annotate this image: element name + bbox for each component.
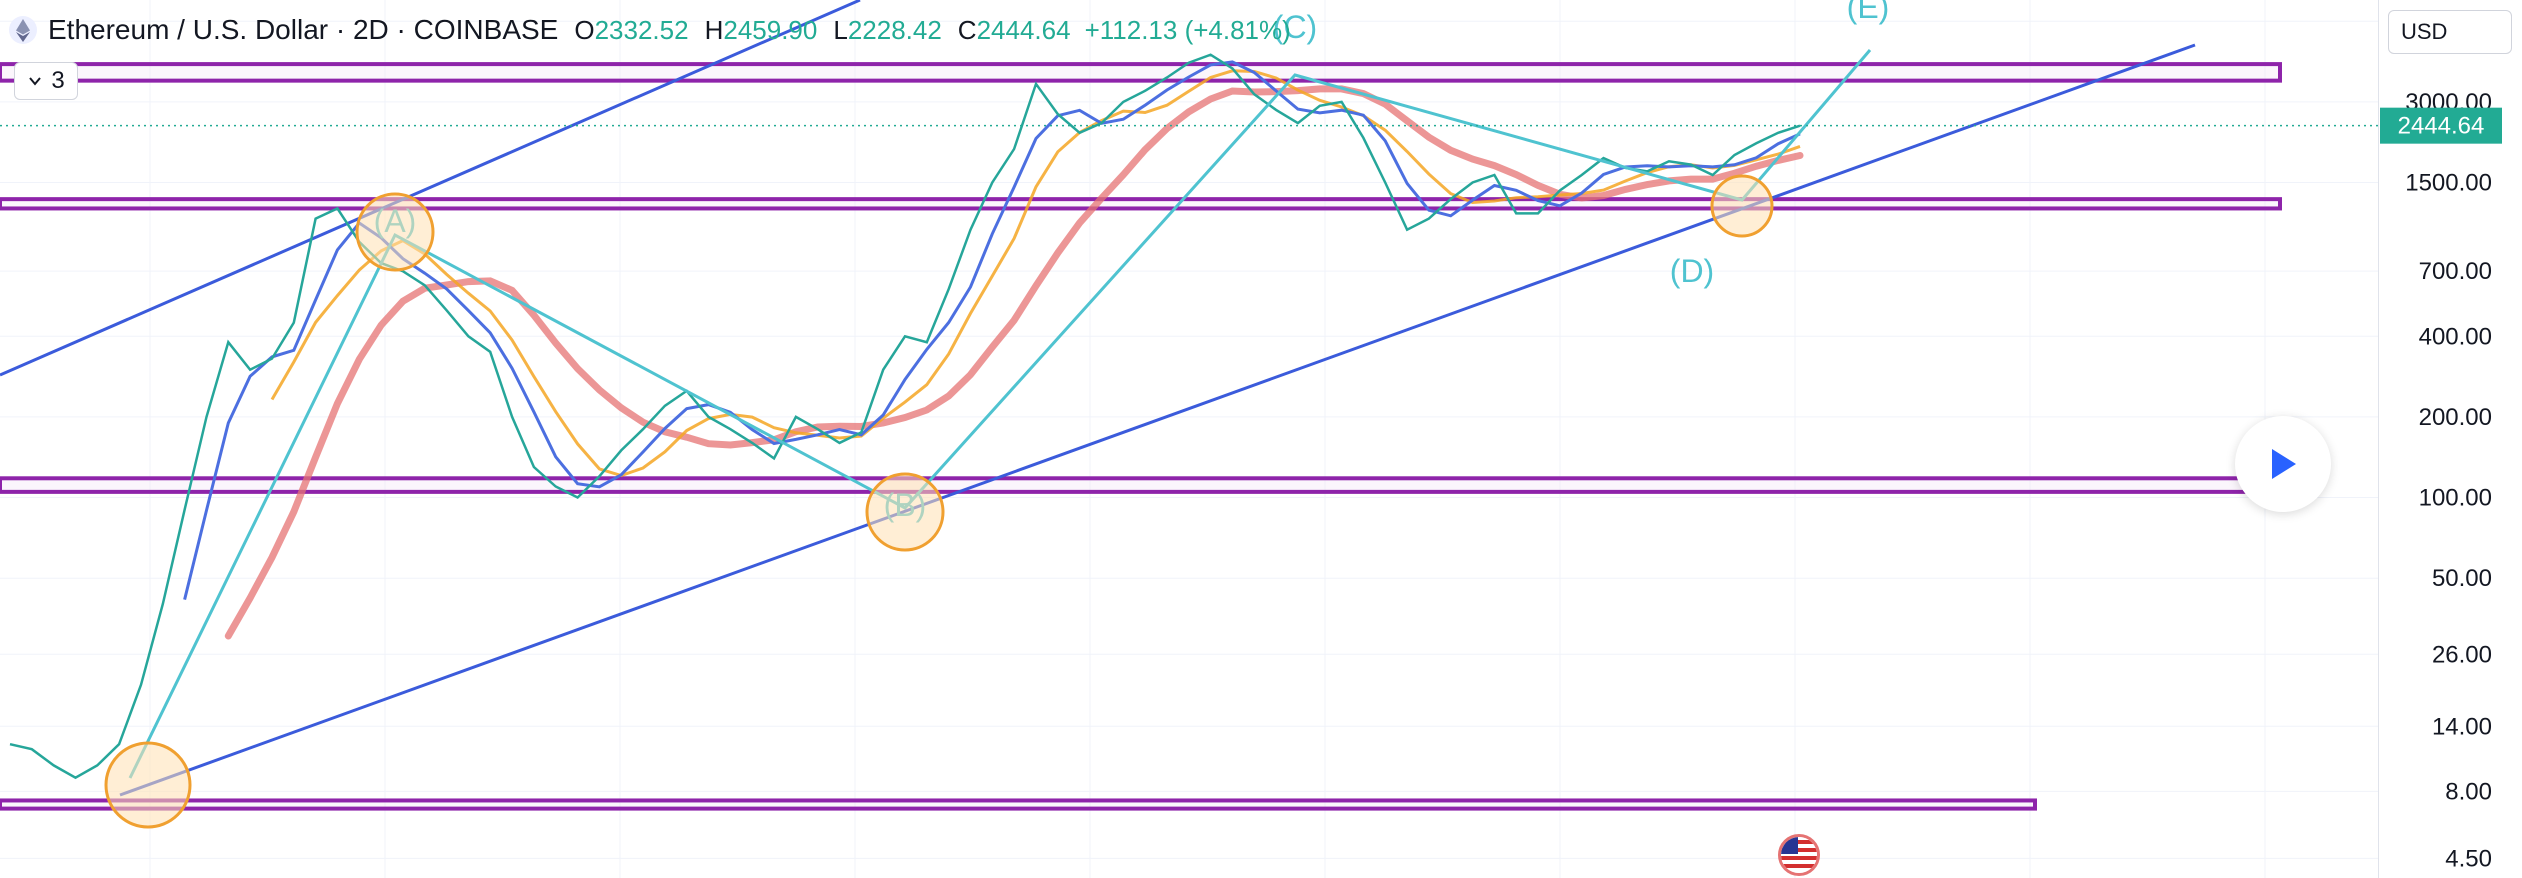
pivot-markers: [104, 174, 1774, 829]
price-axis-tick-label: 1500.00: [2405, 169, 2492, 196]
support-zone: [0, 197, 2282, 211]
moving-averages: [183, 60, 1804, 640]
replay-play-button[interactable]: [2235, 416, 2331, 512]
price-axis-tick-label: 14.00: [2432, 713, 2492, 740]
pivot-circle-marker: [355, 192, 435, 272]
elliott-wave-lines: (A)(B)(C)(D)(E): [128, 0, 1890, 779]
last-price-badge: [2380, 107, 2502, 144]
chart-grid: [0, 0, 2378, 878]
price-axis-tick-label: 400.00: [2419, 323, 2492, 350]
price-axis-tick-label: 4.50: [2445, 845, 2492, 872]
pivot-circle-marker: [1710, 174, 1774, 238]
price-axis-tick-label: 700.00: [2419, 258, 2492, 285]
ema-fast-line: [270, 69, 1801, 478]
us-flag-icon[interactable]: [1778, 834, 1820, 876]
wave-label: (E): [1847, 0, 1890, 25]
price-line: [9, 53, 1801, 780]
play-icon: [2272, 449, 2296, 479]
support-zone: [0, 476, 2282, 494]
channel-upper-line: [0, 0, 861, 377]
price-axis-tick-label: 8.00: [2445, 778, 2492, 805]
symbol-header: Ethereum / U.S. Dollar · 2D · COINBASE O…: [8, 10, 1291, 50]
chevron-down-icon: [29, 77, 42, 86]
axis-divider: [2378, 0, 2379, 878]
price-axis-tick-label: 50.00: [2432, 565, 2492, 592]
trend-channel-lines: [0, 0, 2196, 797]
price-series: [9, 53, 1801, 780]
wave-label: (C): [1273, 9, 1317, 45]
price-axis-tick-label: 100.00: [2419, 485, 2492, 512]
ohlc-close: C2444.64: [957, 14, 1071, 45]
indicators-count: 3: [51, 67, 65, 94]
support-zone: [0, 798, 2037, 811]
baseline-line: [183, 60, 1801, 600]
ohlc-low: L2228.42: [833, 14, 942, 45]
indicators-toggle-button[interactable]: 3: [14, 62, 78, 100]
pivot-circle-marker: [104, 741, 192, 829]
last-price-label: 2444.64: [2398, 113, 2485, 140]
support-zone: [0, 62, 2282, 83]
price-change: +112.13 (+4.81%): [1084, 14, 1291, 45]
pivot-circle-marker: [865, 472, 945, 552]
currency-selector[interactable]: USD: [2388, 10, 2512, 54]
wave-path-line: [128, 49, 1872, 779]
ema-slow-line: [224, 85, 1804, 640]
price-axis-tick-label: 26.00: [2432, 641, 2492, 668]
support-resistance-zones: [0, 62, 2282, 811]
price-axis-tick-label: 200.00: [2419, 404, 2492, 431]
ohlc-high: H2459.90: [704, 14, 818, 45]
price-axis-background: [2379, 0, 2522, 878]
symbol-title[interactable]: Ethereum / U.S. Dollar · 2D · COINBASE: [48, 14, 559, 45]
channel-lower-line: [119, 43, 2196, 797]
ohlc-open: O2332.52: [574, 14, 689, 45]
ethereum-icon: [9, 16, 37, 44]
wave-label: (D): [1670, 253, 1714, 289]
